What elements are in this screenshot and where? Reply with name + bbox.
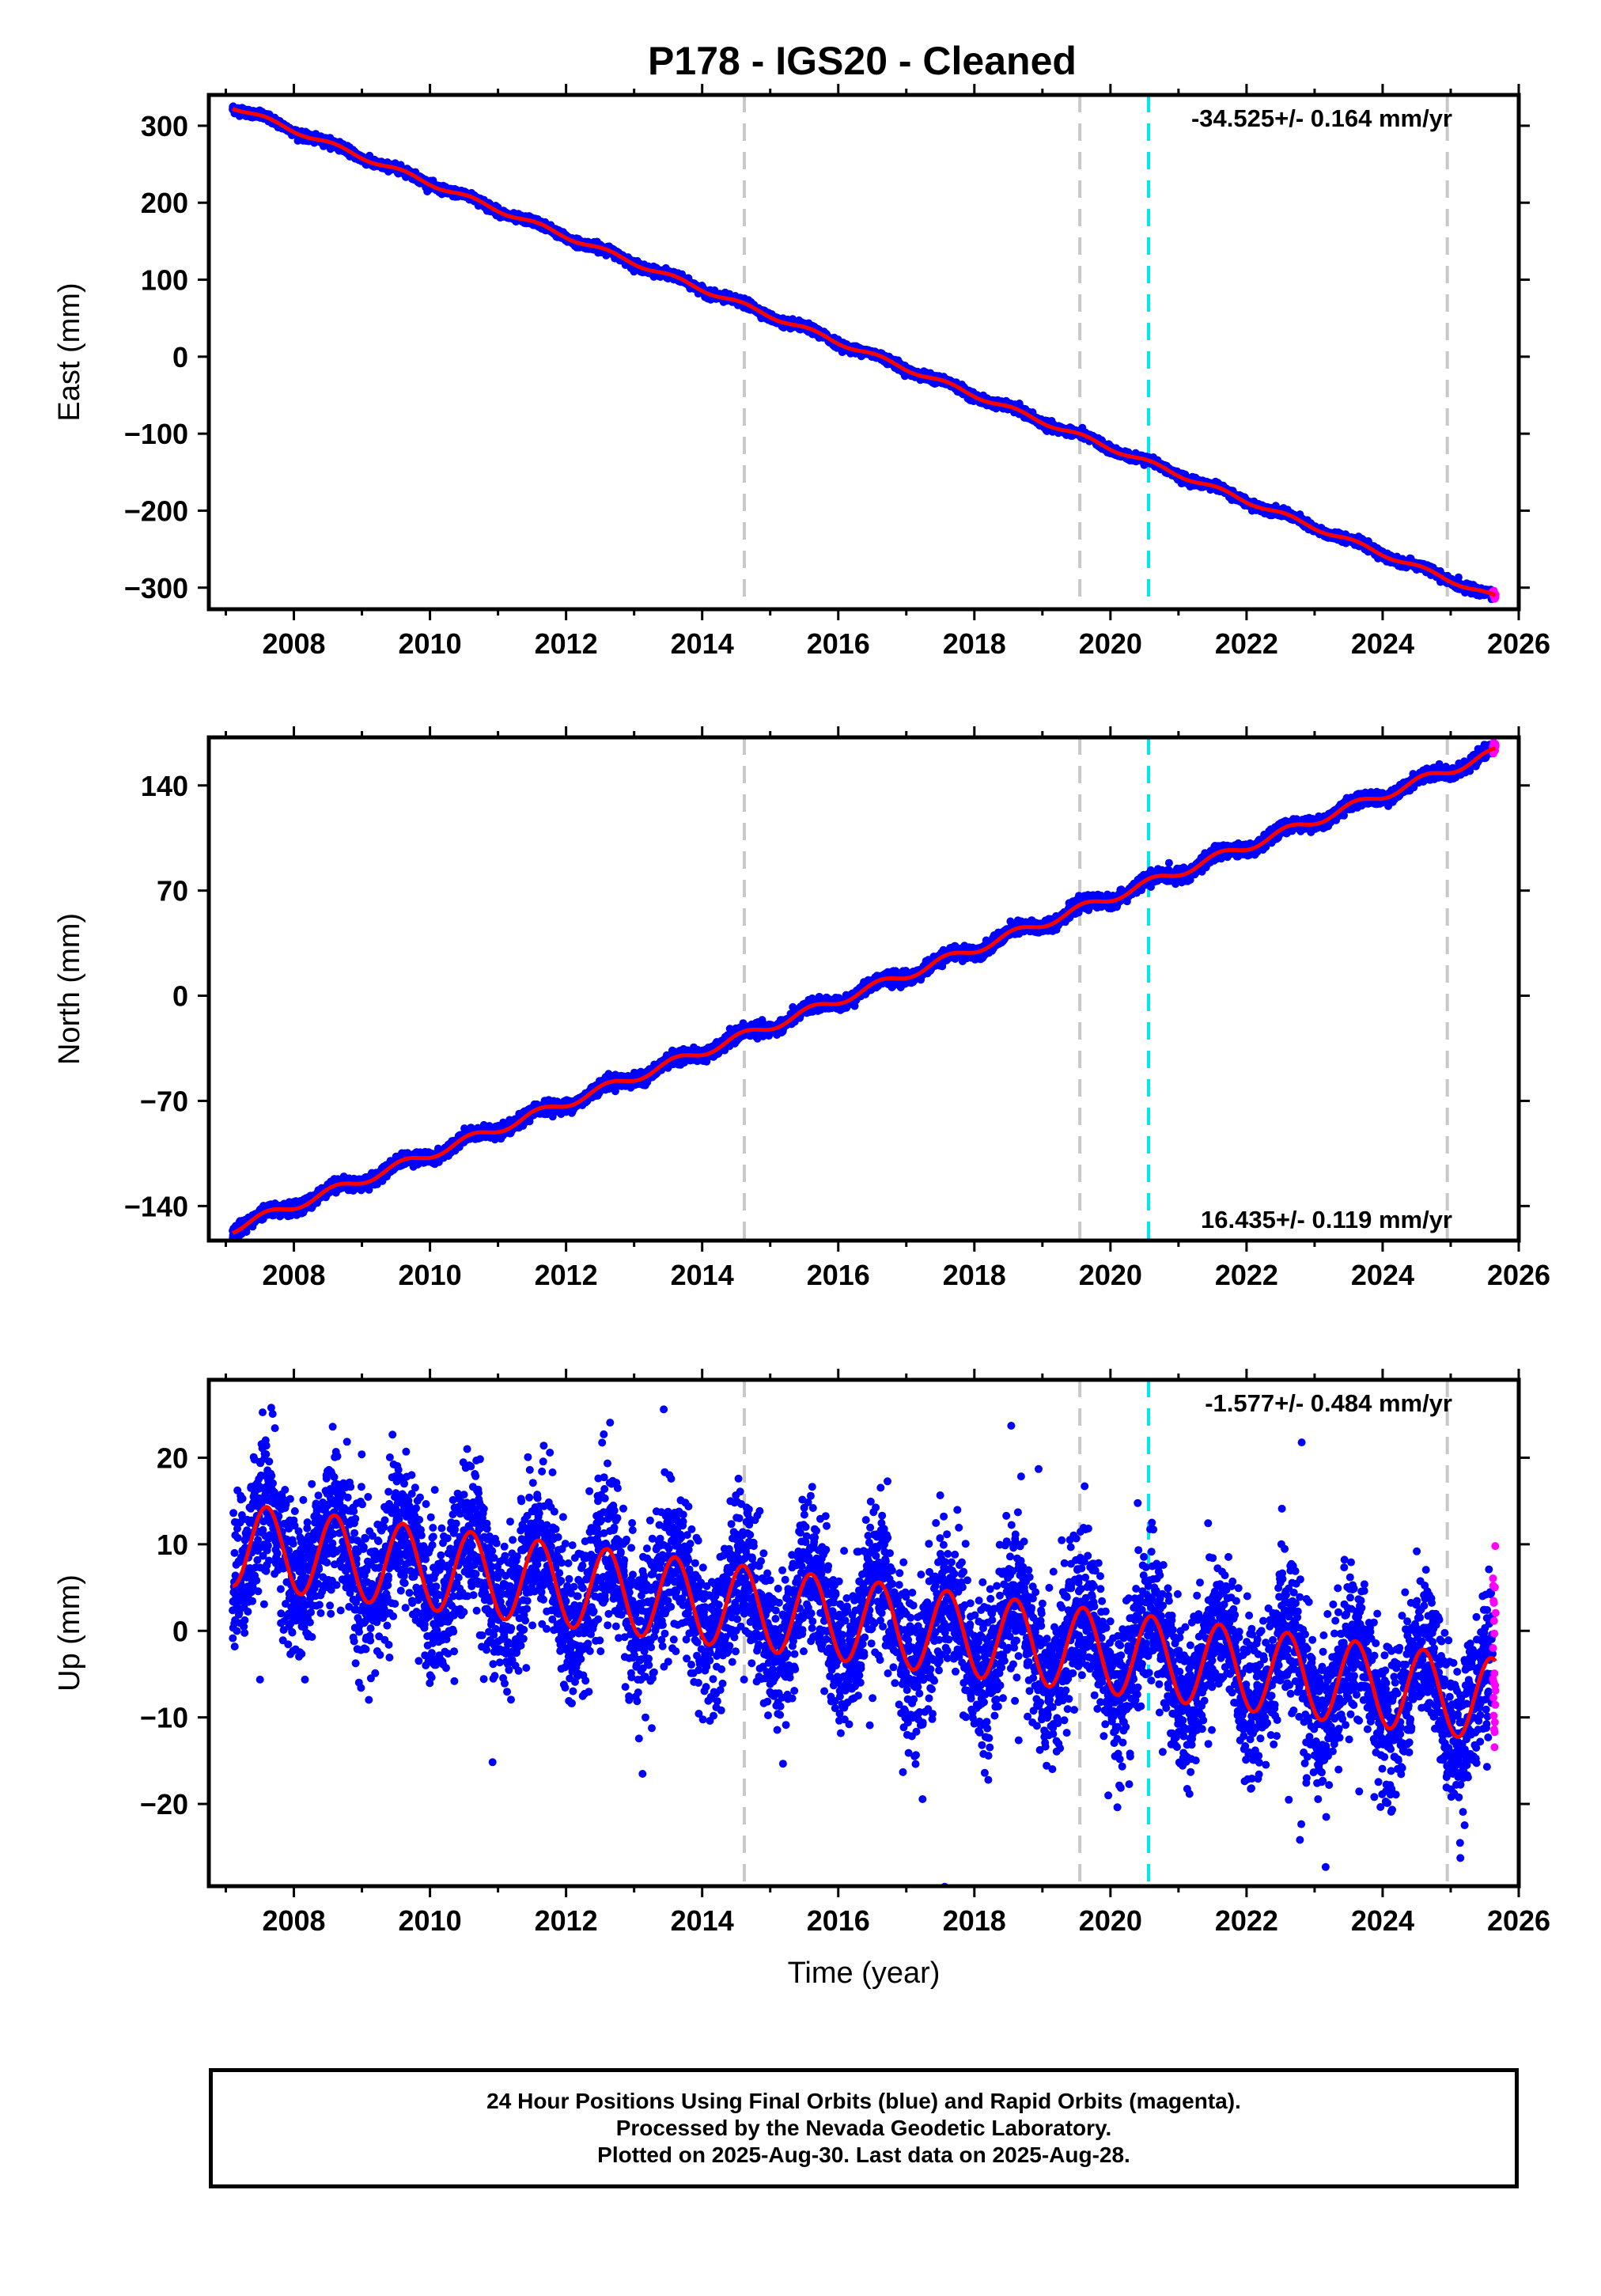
panels: 2008 2010 2012 2014 2016 2018 2020 2022 2024 2026… — [53, 84, 1550, 1990]
panel-east: 2008 2010 2012 2014 2016 2018 2020 2022 2024 2026… — [53, 84, 1550, 660]
chart-title: P178 - IGS20 - Cleaned — [648, 39, 1077, 83]
plot-area-east — [229, 95, 1500, 609]
